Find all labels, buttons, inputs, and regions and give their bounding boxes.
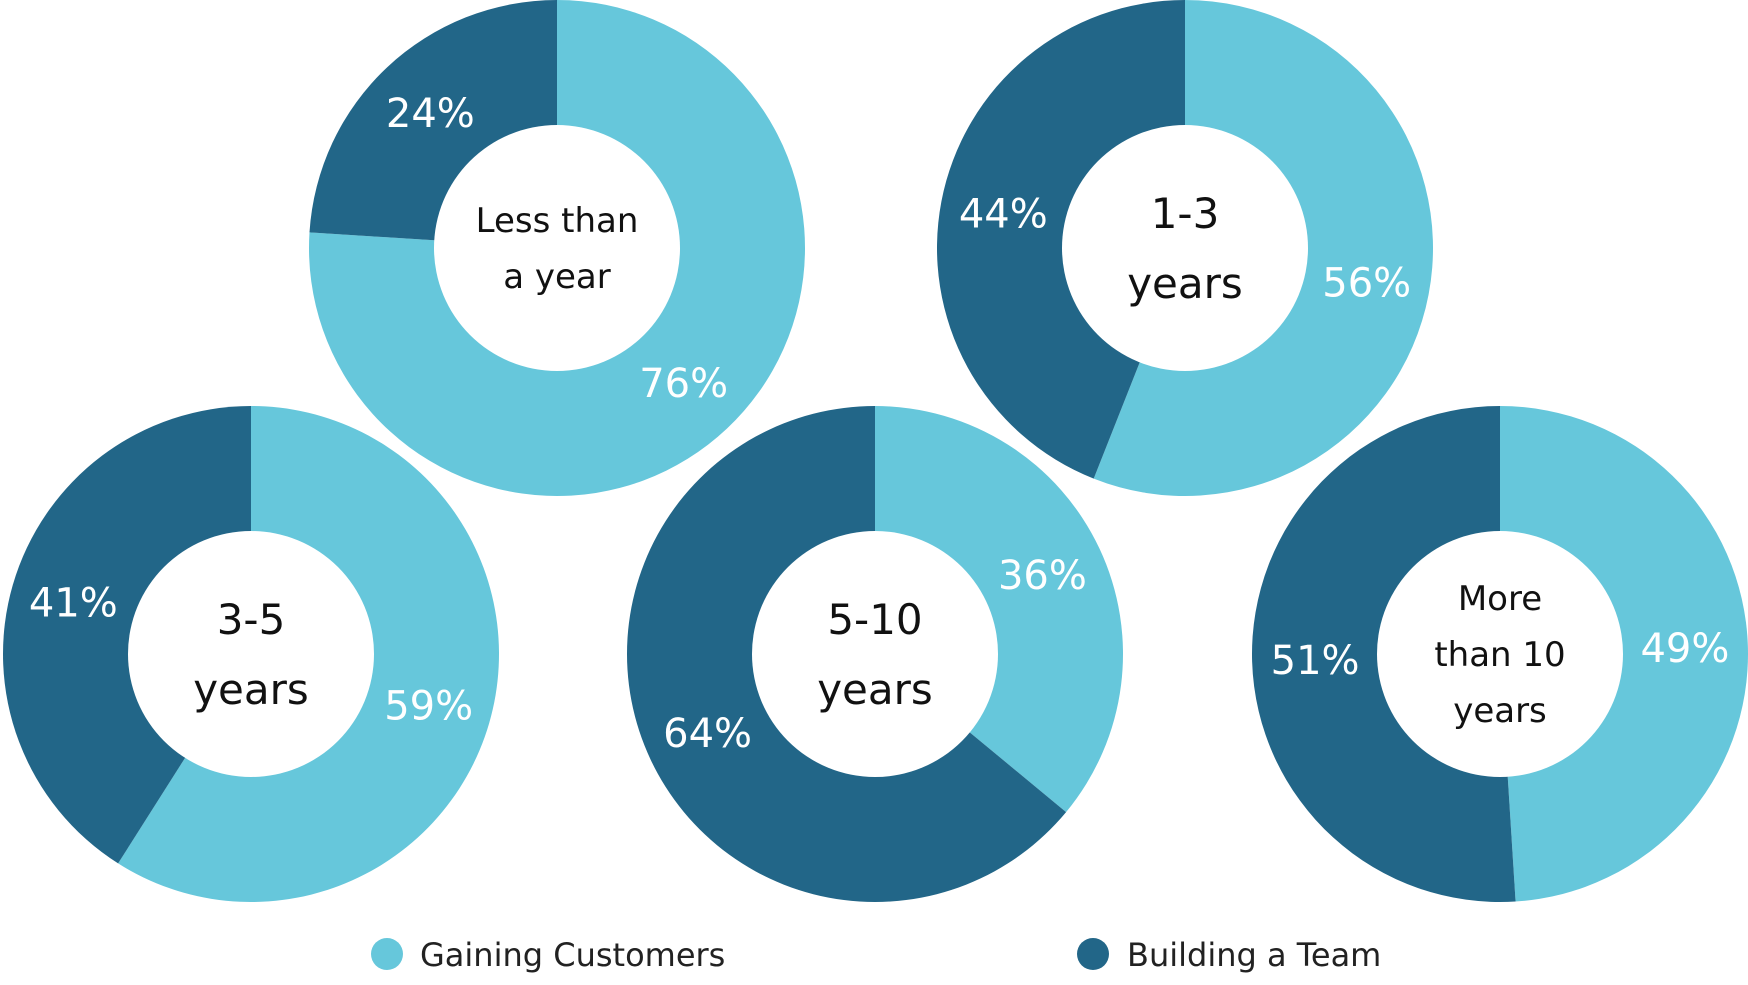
center-label-line-1-chart-4: 5-10: [827, 595, 922, 644]
center-label-line-3-chart-5: years: [1453, 691, 1547, 731]
donut-group: 76% 24% Less than a year 56% 44% 1-3 years 59% 41…: [3, 0, 1748, 903]
slice-label-building-a-team-5: 51%: [1271, 638, 1360, 684]
legend: Gaining Customers Building a Team: [371, 936, 1381, 974]
legend-swatch-gaining-customers: [371, 938, 403, 970]
slice-label-gaining-customers-2: 56%: [1322, 261, 1411, 307]
slice-label-building-a-team-3: 41%: [29, 580, 118, 626]
slice-gaining-customers-4: [875, 406, 1123, 813]
donut-hole-1: [434, 125, 680, 371]
center-label-line-1-chart-2: 1-3: [1151, 189, 1220, 238]
slice-label-gaining-customers-4: 36%: [998, 553, 1087, 599]
donut-chart-5: 49% 51% More than 10 years: [1251, 406, 1748, 903]
center-label-line-1-chart-3: 3-5: [217, 595, 286, 644]
donut-chart-4: 36% 64% 5-10 years: [626, 406, 1123, 903]
legend-swatch-building-a-team: [1077, 938, 1109, 970]
legend-label-gaining-customers: Gaining Customers: [420, 936, 725, 974]
donut-chart-1: 76% 24% Less than a year: [309, 0, 805, 496]
slice-gaining-customers-5: [1500, 406, 1748, 902]
slice-label-building-a-team-1: 24%: [386, 91, 475, 137]
center-label-line-2-chart-2: years: [1127, 259, 1243, 308]
slice-building-a-team-2: [937, 0, 1185, 479]
center-label-line-1-chart-5: More: [1458, 579, 1542, 619]
legend-label-building-a-team: Building a Team: [1127, 936, 1381, 974]
donut-hole-2: [1062, 125, 1308, 371]
center-label-line-2-chart-4: years: [817, 665, 933, 714]
slice-label-building-a-team-4: 64%: [663, 711, 752, 757]
donut-hole-5: [1377, 531, 1623, 777]
center-label-line-2-chart-5: than 10: [1434, 635, 1565, 675]
slice-label-gaining-customers-1: 76%: [639, 361, 728, 407]
slice-label-gaining-customers-3: 59%: [384, 684, 473, 730]
slice-label-building-a-team-2: 44%: [959, 191, 1048, 237]
donut-chart-3: 59% 41% 3-5 years: [3, 405, 499, 903]
donut-hole-4: [752, 531, 998, 777]
donut-chart-2: 56% 44% 1-3 years: [937, 0, 1434, 496]
center-label-line-2-chart-1: a year: [503, 257, 611, 297]
center-label-line-1-chart-1: Less than: [476, 201, 639, 241]
center-label-line-2-chart-3: years: [193, 665, 309, 714]
donut-hole-3: [128, 531, 374, 777]
slice-label-gaining-customers-5: 49%: [1640, 626, 1729, 672]
